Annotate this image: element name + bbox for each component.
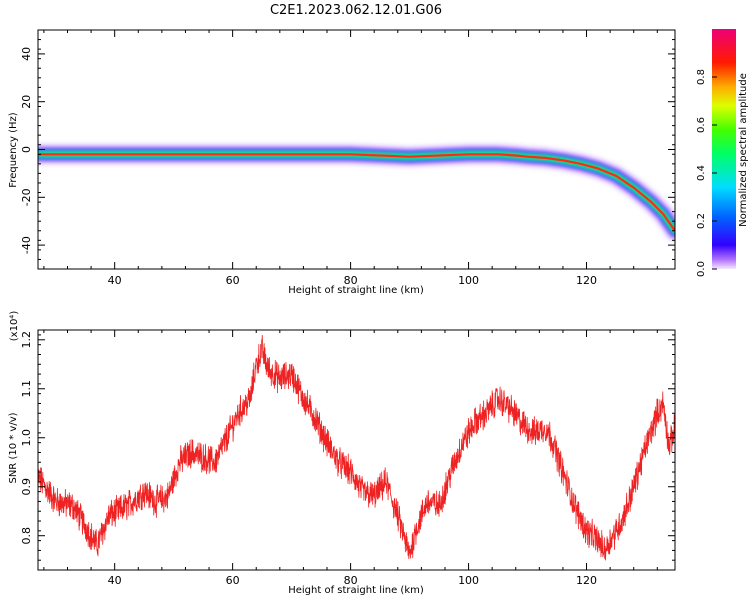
snr-ticks bbox=[38, 330, 675, 571]
x-tick-label: 40 bbox=[108, 274, 122, 287]
spectrogram-frame bbox=[37, 29, 676, 270]
x-tick-label: 40 bbox=[108, 574, 122, 587]
x-tick-label: 100 bbox=[458, 574, 479, 587]
snr-frame bbox=[37, 329, 676, 571]
y-tick-label: -20 bbox=[20, 188, 33, 206]
y-tick-label: 1.1 bbox=[20, 380, 33, 398]
y-tick-label: 1.0 bbox=[20, 429, 33, 447]
snr-x-tick-labels: 40 60 80 100 120 bbox=[108, 574, 597, 587]
spectrogram-y-tick-labels: -40 -20 0 20 40 bbox=[20, 47, 33, 254]
colorbar-ticks: 0.0 0.2 0.4 0.6 0.8 bbox=[696, 69, 717, 277]
colorbar-tick-label: 0.4 bbox=[696, 165, 707, 181]
colorbar-tick-label: 0.6 bbox=[696, 117, 707, 133]
snr-x-axis-label: Height of straight line (km) bbox=[288, 585, 424, 596]
spectrogram-y-axis-label: Frequency (Hz) bbox=[8, 112, 19, 188]
y-tick-label: 1.2 bbox=[20, 331, 33, 349]
colorbar-tick-label: 0.2 bbox=[696, 213, 707, 229]
colorbar-label: Normalized spectral amplitude bbox=[738, 73, 749, 227]
doppler-track-heatmap bbox=[38, 143, 675, 242]
x-tick-label: 80 bbox=[344, 274, 358, 287]
y-tick-label: 20 bbox=[20, 95, 33, 109]
snr-y-tick-labels: 0.8 0.9 1.0 1.1 1.2 bbox=[20, 331, 33, 544]
x-tick-label: 120 bbox=[576, 274, 597, 287]
spectrogram-x-tick-labels: 40 60 80 100 120 bbox=[108, 274, 597, 287]
x-tick-label: 60 bbox=[226, 274, 240, 287]
snr-series-line bbox=[38, 334, 675, 561]
x-tick-label: 100 bbox=[458, 274, 479, 287]
spectrogram-x-axis-label: Height of straight line (km) bbox=[288, 285, 424, 296]
snr-panel: 40 60 80 100 120 0.8 0.9 1.0 1.1 1.2 Height of s… bbox=[8, 311, 676, 596]
y-tick-label: -40 bbox=[20, 236, 33, 254]
x-tick-label: 80 bbox=[344, 574, 358, 587]
heat-band-green bbox=[38, 151, 675, 234]
y-tick-label: 0.8 bbox=[20, 527, 33, 545]
y-tick-label: 0.9 bbox=[20, 478, 33, 496]
colorbar-tick-label: 0.8 bbox=[696, 69, 707, 85]
chart-title: C2E1.2023.062.12.01.G06 bbox=[270, 3, 442, 18]
colorbar: 0.0 0.2 0.4 0.6 0.8 Normalized spectral ampl… bbox=[696, 29, 749, 277]
snr-y-axis-label: SNR (10 * v/v) bbox=[8, 412, 19, 483]
snr-y-multiplier: (x10⁴) bbox=[9, 311, 20, 342]
y-tick-label: 0 bbox=[20, 146, 33, 153]
y-tick-label: 40 bbox=[20, 47, 33, 61]
x-tick-label: 120 bbox=[576, 574, 597, 587]
x-tick-label: 60 bbox=[226, 574, 240, 587]
spectrogram-panel: 40 60 80 100 120 -40 -20 0 20 40 Height of strai… bbox=[8, 29, 676, 296]
doppler-track-core bbox=[38, 153, 675, 232]
colorbar-tick-label: 0.0 bbox=[696, 261, 707, 277]
colorbar-gradient bbox=[712, 29, 736, 269]
